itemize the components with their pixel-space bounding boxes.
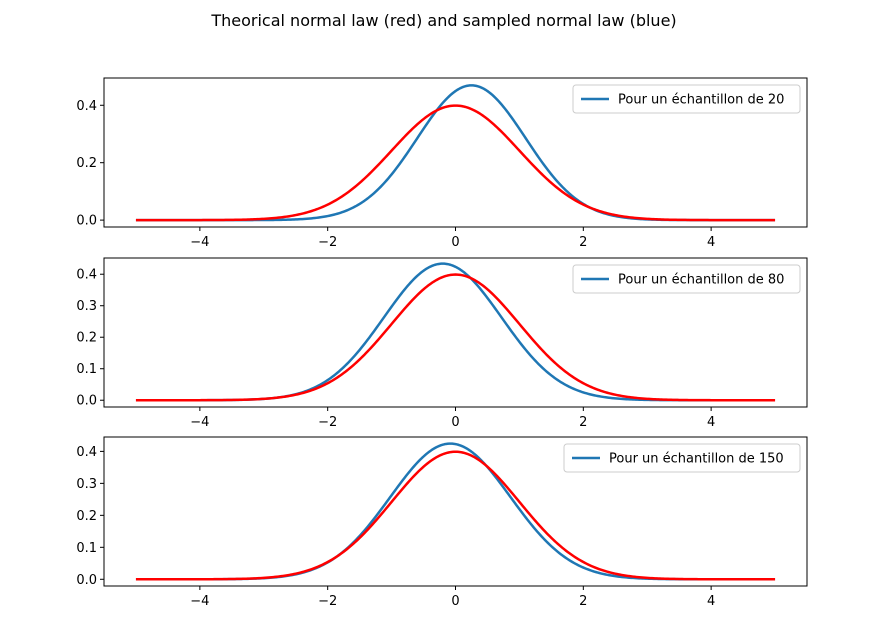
x-tick-label: 0 xyxy=(451,594,459,609)
y-tick-label: 0.1 xyxy=(76,541,97,556)
x-tick-label: −2 xyxy=(318,594,337,609)
x-tick-label: 4 xyxy=(707,594,715,609)
y-tick-label: 0.4 xyxy=(76,445,97,460)
legend: Pour un échantillon de 80 xyxy=(572,264,801,294)
subplot-1: −4 −2 0 2 4 0.0 0.2 0.4 Pour un échantillon de 2… xyxy=(76,77,808,250)
y-tick-label: 0.4 xyxy=(76,99,97,114)
legend-box xyxy=(572,264,801,294)
y-tick-label: 0.2 xyxy=(76,331,97,346)
subplot-2: −4 −2 0 2 4 0.0 0.1 0.2 0.3 0.4 Pour un échantillo… xyxy=(76,257,808,430)
y-tick-label: 0.2 xyxy=(76,509,97,524)
legend-box xyxy=(572,84,801,114)
theoretical-density-line xyxy=(135,104,776,222)
y-tick-label: 0.4 xyxy=(76,268,97,283)
x-tick-label: −4 xyxy=(190,594,209,609)
y-tick-label: 0.0 xyxy=(76,214,97,229)
x-tick-label: 0 xyxy=(451,235,459,250)
legend-label: Pour un échantillon de 150 xyxy=(609,452,784,467)
legend-label: Pour un échantillon de 20 xyxy=(618,93,784,108)
x-tick-label: 4 xyxy=(707,415,715,430)
x-tick-label: 4 xyxy=(707,235,715,250)
y-tick-label: 0.0 xyxy=(76,573,97,588)
legend-box xyxy=(563,443,801,473)
legend: Pour un échantillon de 150 xyxy=(563,443,801,473)
x-tick-label: 2 xyxy=(579,415,587,430)
x-tick-label: −2 xyxy=(318,415,337,430)
legend-label: Pour un échantillon de 80 xyxy=(618,273,784,288)
x-tick-label: −2 xyxy=(318,235,337,250)
x-tick-label: 2 xyxy=(579,235,587,250)
y-tick-label: 0.0 xyxy=(76,394,97,409)
figure-title: Theorical normal law (red) and sampled n… xyxy=(210,11,676,30)
theoretical-density-line xyxy=(135,273,776,402)
x-tick-label: 2 xyxy=(579,594,587,609)
legend: Pour un échantillon de 20 xyxy=(572,84,801,114)
x-tick-label: −4 xyxy=(190,235,209,250)
subplot-3: −4 −2 0 2 4 0.0 0.1 0.2 0.3 0.4 Pour un échantillo… xyxy=(76,436,808,609)
x-tick-label: 0 xyxy=(451,415,459,430)
theoretical-density-line xyxy=(135,450,776,581)
y-tick-label: 0.3 xyxy=(76,299,97,314)
x-tick-label: −4 xyxy=(190,415,209,430)
y-tick-label: 0.2 xyxy=(76,156,97,171)
subplots: −4 −2 0 2 4 0.0 0.2 0.4 Pour un échantillon de 2… xyxy=(76,77,808,609)
y-tick-label: 0.3 xyxy=(76,477,97,492)
y-tick-label: 0.1 xyxy=(76,362,97,377)
